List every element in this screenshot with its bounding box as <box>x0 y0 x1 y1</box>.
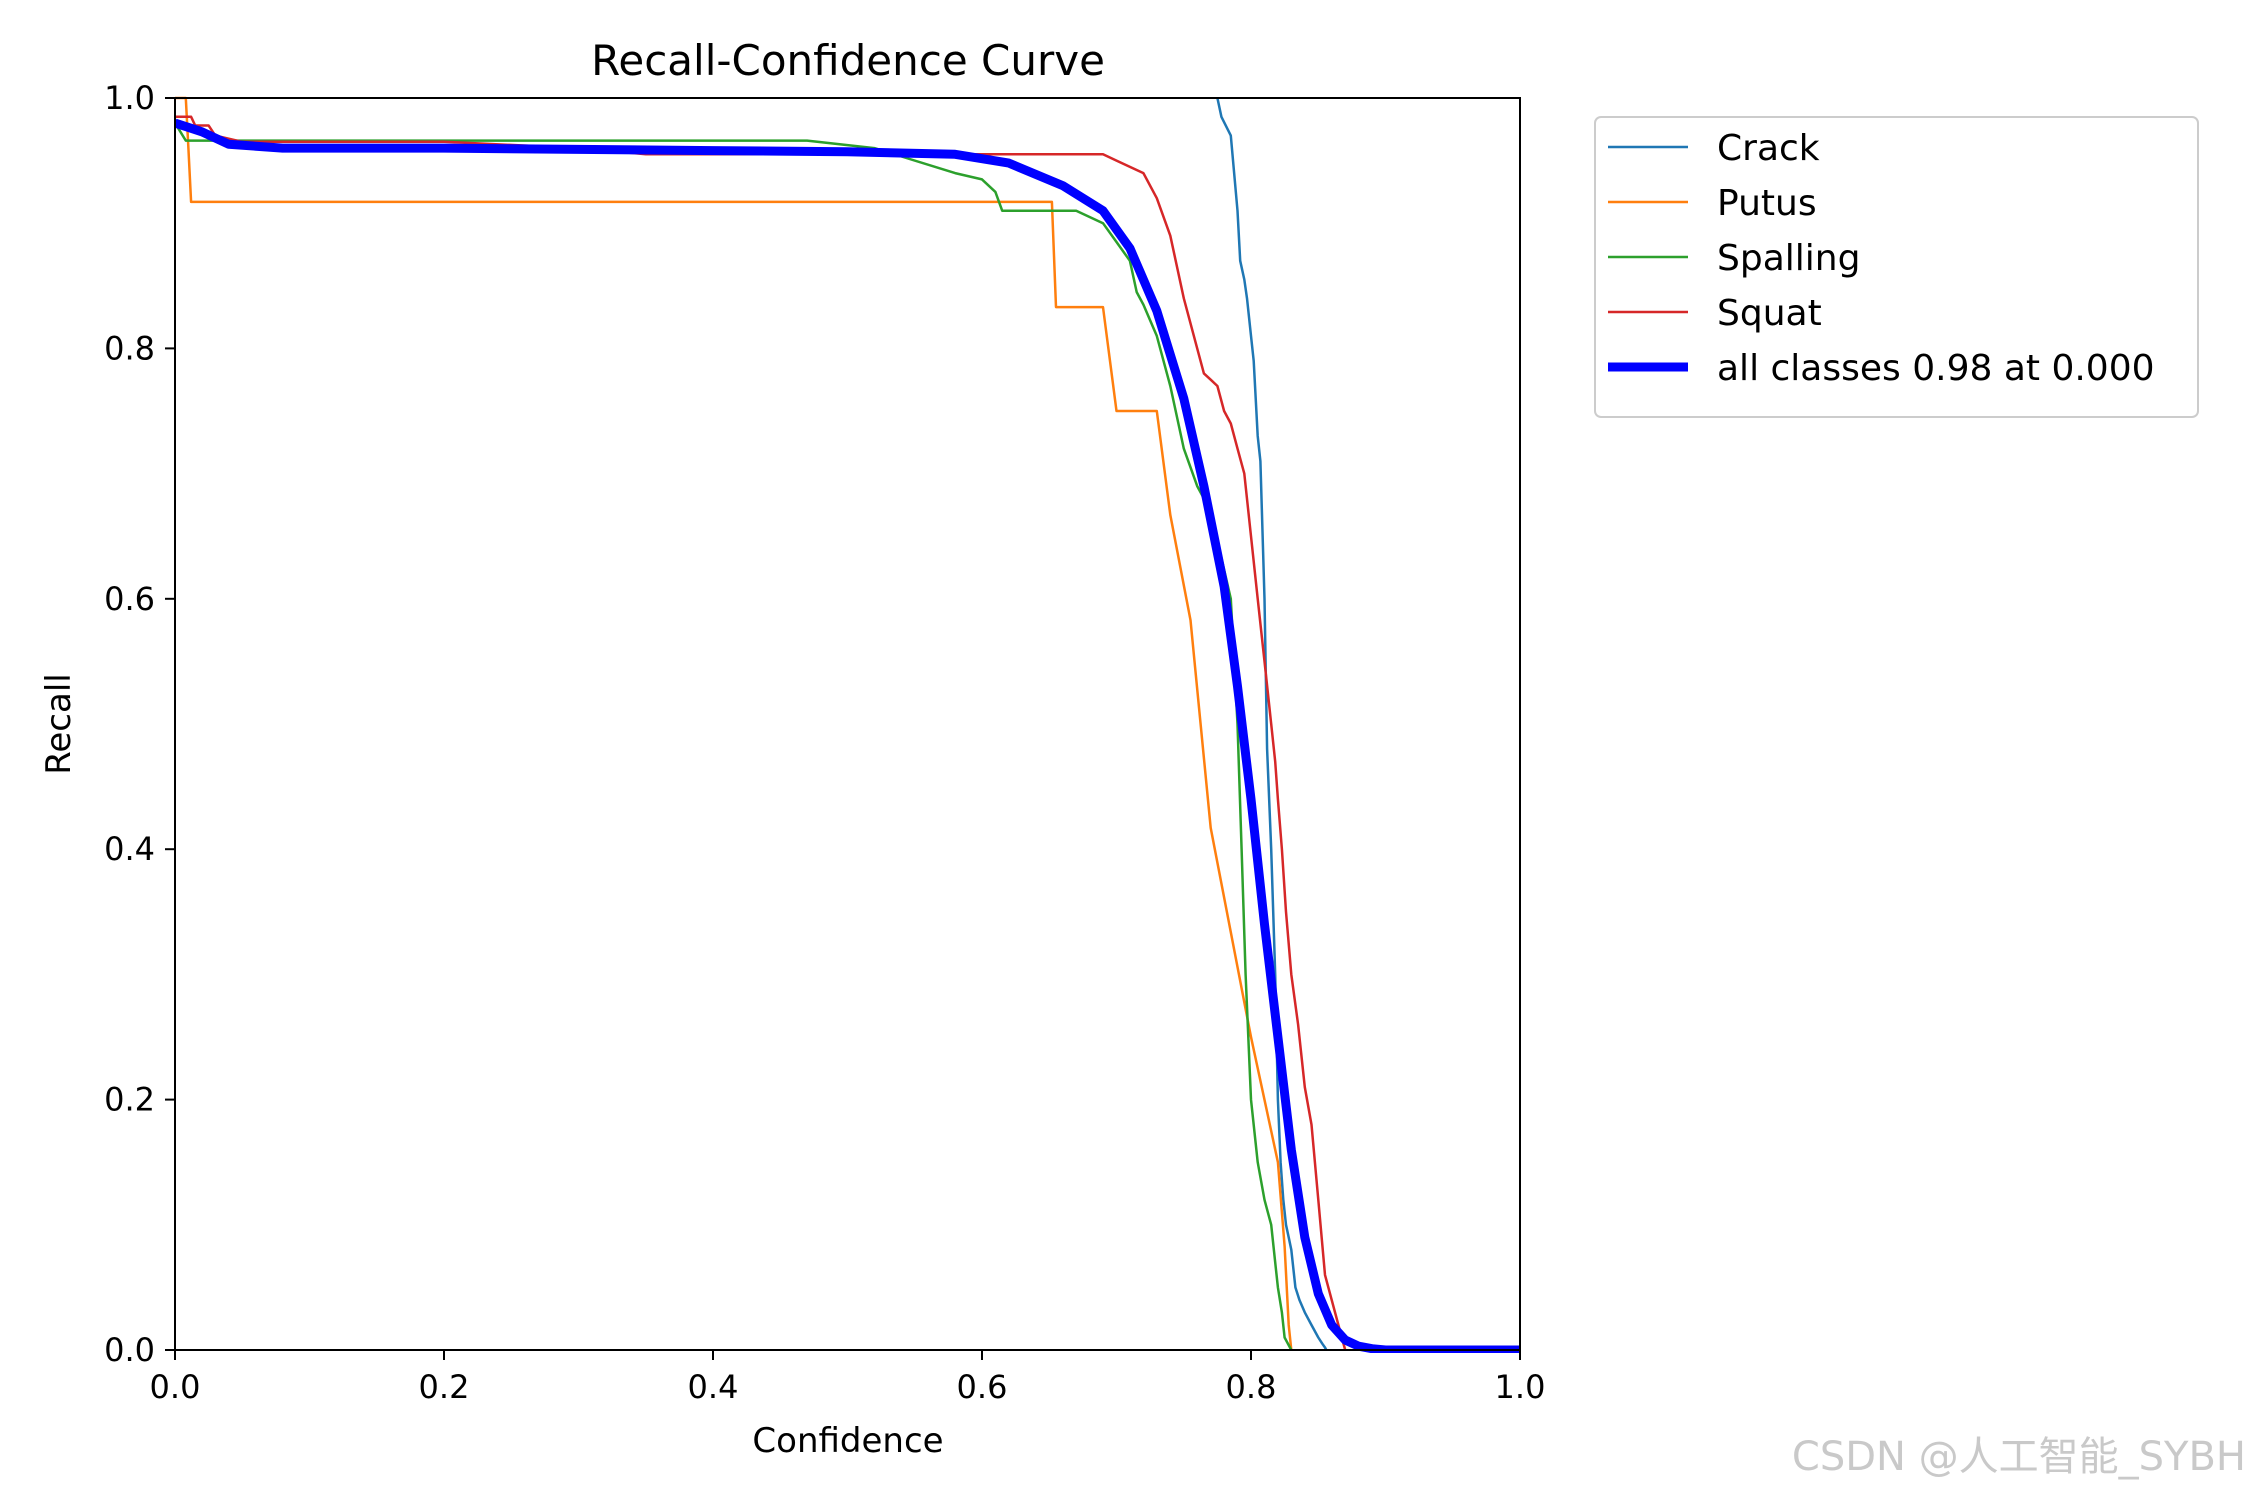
plot-frame <box>174 97 1521 1351</box>
x-tick-label: 0.6 <box>957 1368 1008 1406</box>
watermark-text: CSDN @人工智能_SYBH <box>1791 1434 2246 1480</box>
x-tick-label: 0.0 <box>150 1368 201 1406</box>
y-axis-title: Recall <box>39 673 79 774</box>
chart-title: Recall-Confidence Curve <box>591 36 1105 85</box>
legend: Crack Putus Spalling Squat all classes 0.98 … <box>1594 116 2199 418</box>
x-tick-label: 0.8 <box>1226 1368 1277 1406</box>
y-tick-label: 0.8 <box>104 329 155 367</box>
x-axis-title: Confidence <box>752 1421 943 1461</box>
legend-label: Crack <box>1717 128 1820 169</box>
y-tick-label: 0.0 <box>104 1331 155 1369</box>
series-line-4 <box>175 118 1520 1353</box>
series-line-0 <box>1216 97 1328 1351</box>
y-tick-label: 0.4 <box>104 830 155 868</box>
ticks-layer: 0.0 0.2 0.4 0.6 0.8 1.0 0.0 0.2 0.4 0.6 0.8 1.0 <box>104 79 1545 1406</box>
legend-label: Putus <box>1717 183 1817 224</box>
x-tick-label: 0.4 <box>688 1368 739 1406</box>
legend-box <box>1594 116 2199 418</box>
y-tick-label: 0.6 <box>104 580 155 618</box>
series-layer <box>175 96 1520 1353</box>
y-tick-label: 0.2 <box>104 1081 155 1119</box>
legend-label: Squat <box>1717 293 1822 334</box>
series-line-2 <box>175 122 1293 1351</box>
x-tick-label: 1.0 <box>1495 1368 1546 1406</box>
x-tick-label: 0.2 <box>419 1368 470 1406</box>
legend-label: all classes 0.98 at 0.000 <box>1717 348 2155 389</box>
series-line-1 <box>175 96 1293 1351</box>
series-line-3 <box>175 115 1347 1351</box>
legend-label: Spalling <box>1717 238 1860 279</box>
y-tick-label: 1.0 <box>104 79 155 117</box>
